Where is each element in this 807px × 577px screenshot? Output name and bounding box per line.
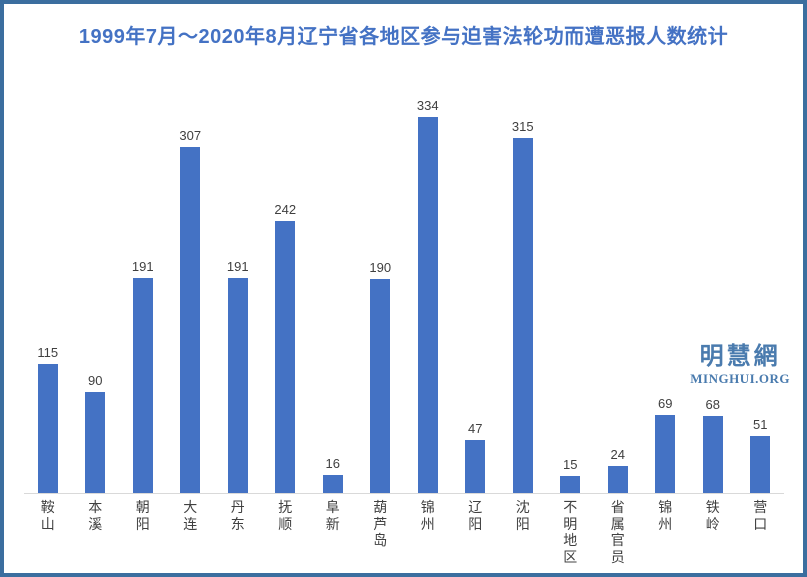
bar-column: 307 xyxy=(167,80,215,493)
bar-value-label: 242 xyxy=(274,202,297,217)
chart-title: 1999年7月～2020年8月辽宁省各地区参与迫害法轮功而遭恶报人数统计 xyxy=(78,26,729,48)
bar-value-label: 51 xyxy=(753,417,768,432)
bar-column: 15 xyxy=(547,80,595,493)
bar xyxy=(37,364,58,493)
watermark-latin-text: MINGHUI.ORG xyxy=(690,371,790,387)
category-label: 葫芦岛 xyxy=(373,499,388,549)
category-label: 沈阳 xyxy=(515,499,530,532)
category-label: 丹东 xyxy=(230,499,245,532)
bar-column: 115 xyxy=(24,80,72,493)
bar-value-label: 47 xyxy=(468,421,483,436)
bar xyxy=(322,475,343,493)
bar-value-label: 90 xyxy=(88,373,103,388)
bar-value-label: 68 xyxy=(705,397,720,412)
bar-value-label: 24 xyxy=(610,447,625,462)
bar-column: 51 xyxy=(737,80,785,493)
bar-column: 191 xyxy=(119,80,167,493)
bar-value-label: 15 xyxy=(563,457,578,472)
category-labels-row: 鞍山 本溪 朝阳 大连 丹东 抚顺 阜新 葫芦岛 锦州 辽阳 沈阳 不明地区 省属官员 锦州 铁岭 营口 xyxy=(24,499,784,565)
bar xyxy=(560,476,581,493)
bar-value-label: 69 xyxy=(658,396,673,411)
bar-column: 315 xyxy=(499,80,547,493)
bar xyxy=(227,278,248,493)
category-label: 锦州 xyxy=(658,499,673,532)
bar-column: 191 xyxy=(214,80,262,493)
bar-column: 69 xyxy=(642,80,690,493)
bar-column: 90 xyxy=(72,80,120,493)
bar xyxy=(607,466,628,493)
category-label: 铁岭 xyxy=(705,499,720,532)
bar xyxy=(750,436,771,493)
category-label: 锦州 xyxy=(420,499,435,532)
bar xyxy=(85,392,106,493)
category-label: 鞍山 xyxy=(40,499,55,532)
category-label: 辽阳 xyxy=(468,499,483,532)
bar-value-label: 16 xyxy=(325,456,340,471)
bar-value-label: 307 xyxy=(179,128,202,143)
bar-value-label: 115 xyxy=(37,345,59,360)
category-label: 朝阳 xyxy=(135,499,150,532)
bar-value-label: 191 xyxy=(226,259,249,274)
bar xyxy=(275,221,296,493)
bar-column: 47 xyxy=(452,80,500,493)
bar xyxy=(465,440,486,493)
bar-column: 68 xyxy=(689,80,737,493)
bar-column: 334 xyxy=(404,80,452,493)
bar-column: 16 xyxy=(309,80,357,493)
category-label: 不明地区 xyxy=(563,499,578,565)
bar xyxy=(417,117,438,493)
bar-column: 242 xyxy=(262,80,310,493)
bar xyxy=(180,147,201,493)
category-label: 省属官员 xyxy=(610,499,625,565)
category-label: 抚顺 xyxy=(278,499,293,532)
bar-value-label: 191 xyxy=(131,259,154,274)
bar xyxy=(132,278,153,493)
plot-area: 115 90 191 307 191 242 16 190 334 47 315 15 24 69 68 51 xyxy=(24,80,784,494)
bar-value-label: 334 xyxy=(416,98,439,113)
bar-column: 190 xyxy=(357,80,405,493)
watermark-chinese-text: 明慧網 xyxy=(699,343,781,370)
bar-value-label: 315 xyxy=(511,119,534,134)
bar-column: 24 xyxy=(594,80,642,493)
minghui-watermark: 明慧網 MINGHUI.ORG xyxy=(690,343,790,387)
category-label: 本溪 xyxy=(88,499,103,532)
category-label: 阜新 xyxy=(325,499,340,532)
bar xyxy=(655,415,676,493)
category-label: 大连 xyxy=(183,499,198,532)
bar-value-label: 190 xyxy=(369,260,392,275)
bar xyxy=(512,138,533,493)
bar xyxy=(702,416,723,493)
category-label: 营口 xyxy=(753,499,768,532)
bar xyxy=(370,279,391,493)
